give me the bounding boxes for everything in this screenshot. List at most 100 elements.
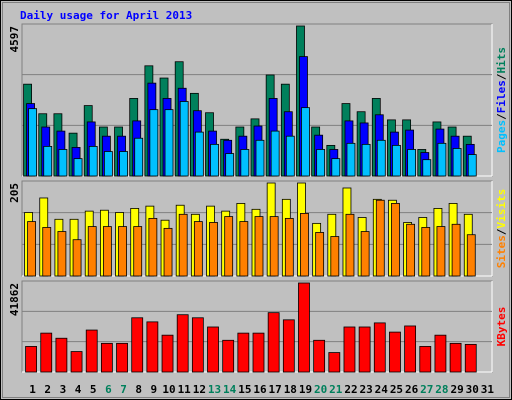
bar bbox=[131, 317, 144, 373]
legend: Sites/Visits bbox=[495, 189, 508, 269]
bar bbox=[328, 352, 341, 373]
legend-separator: / bbox=[495, 113, 508, 120]
x-tick-label: 15 bbox=[238, 383, 251, 396]
x-tick-label: 22 bbox=[344, 383, 357, 396]
bar bbox=[176, 314, 189, 373]
bar bbox=[224, 216, 234, 277]
bar bbox=[451, 223, 461, 277]
bar bbox=[331, 158, 341, 177]
x-tick-label: 28 bbox=[435, 383, 448, 396]
bar bbox=[330, 236, 340, 277]
chart-title: Daily usage for April 2013 bbox=[20, 9, 192, 22]
bar bbox=[100, 342, 113, 373]
bar bbox=[85, 329, 98, 373]
bar bbox=[254, 216, 264, 277]
bar bbox=[373, 322, 386, 373]
bar bbox=[267, 312, 280, 373]
bar bbox=[73, 158, 83, 177]
bar bbox=[406, 223, 416, 277]
bar bbox=[118, 226, 127, 277]
bar bbox=[419, 346, 432, 373]
bar bbox=[252, 332, 265, 373]
bar bbox=[404, 325, 417, 373]
bar bbox=[315, 232, 325, 277]
bar bbox=[421, 227, 431, 277]
bar bbox=[43, 146, 53, 177]
bar bbox=[237, 332, 250, 373]
bar bbox=[313, 339, 326, 373]
bar bbox=[422, 159, 432, 177]
bar bbox=[437, 142, 447, 177]
legend: KBytes bbox=[495, 307, 508, 347]
bar bbox=[361, 143, 371, 177]
legend-entry: Sites bbox=[495, 235, 508, 268]
bar bbox=[134, 137, 144, 177]
bar bbox=[298, 282, 310, 373]
bar bbox=[222, 339, 235, 373]
y-max-label: 205 bbox=[8, 183, 21, 203]
bar bbox=[72, 239, 82, 277]
legend-entry: Pages bbox=[495, 120, 508, 153]
bar bbox=[466, 234, 476, 277]
bar bbox=[88, 146, 98, 177]
bar bbox=[70, 351, 83, 373]
bar bbox=[28, 108, 37, 177]
bar bbox=[161, 334, 174, 373]
legend-separator: / bbox=[495, 228, 508, 235]
bar bbox=[255, 139, 265, 177]
bar bbox=[240, 149, 250, 177]
x-tick-label: 1 bbox=[29, 383, 36, 396]
x-tick-label: 27 bbox=[420, 383, 433, 396]
bar bbox=[358, 326, 371, 373]
bar bbox=[375, 199, 385, 277]
bar bbox=[316, 149, 326, 177]
bar bbox=[55, 337, 68, 373]
bar bbox=[163, 227, 173, 277]
bar bbox=[146, 321, 159, 373]
x-tick-label: 3 bbox=[60, 383, 67, 396]
bar bbox=[346, 142, 356, 177]
bar bbox=[148, 217, 158, 277]
bar bbox=[301, 107, 310, 177]
bar bbox=[103, 151, 113, 177]
bar bbox=[300, 212, 309, 277]
bar bbox=[116, 342, 128, 373]
x-tick-label: 31 bbox=[481, 383, 495, 396]
bar bbox=[210, 143, 219, 177]
bar bbox=[209, 222, 218, 277]
bar bbox=[207, 326, 219, 373]
bar bbox=[225, 153, 235, 177]
x-tick-label: 29 bbox=[450, 383, 463, 396]
x-tick-label: 18 bbox=[284, 383, 297, 396]
bar bbox=[389, 331, 401, 373]
bar bbox=[449, 342, 462, 373]
bar bbox=[391, 203, 400, 277]
y-max-label: 4597 bbox=[8, 26, 21, 53]
x-tick-label: 26 bbox=[405, 383, 419, 396]
x-tick-label: 25 bbox=[390, 383, 403, 396]
x-tick-label: 6 bbox=[105, 383, 112, 396]
x-tick-label: 16 bbox=[253, 383, 267, 396]
bar bbox=[193, 221, 203, 277]
x-tick-label: 21 bbox=[329, 383, 343, 396]
x-tick-label: 17 bbox=[269, 383, 282, 396]
legend-entry: KBytes bbox=[495, 307, 508, 347]
bar bbox=[360, 231, 370, 277]
x-tick-label: 13 bbox=[208, 383, 221, 396]
bar bbox=[25, 346, 37, 373]
bar bbox=[434, 334, 447, 373]
bar bbox=[285, 135, 295, 177]
bar bbox=[376, 139, 386, 177]
bar bbox=[40, 332, 53, 373]
legend-entry: Hits bbox=[495, 47, 508, 74]
bar bbox=[178, 213, 188, 277]
bar bbox=[119, 151, 128, 177]
bar bbox=[392, 144, 401, 177]
bar bbox=[345, 213, 355, 277]
bar bbox=[42, 227, 52, 277]
x-tick-label: 8 bbox=[135, 383, 142, 396]
bar bbox=[58, 149, 68, 177]
x-tick-label: 12 bbox=[193, 383, 206, 396]
bar bbox=[270, 130, 280, 177]
